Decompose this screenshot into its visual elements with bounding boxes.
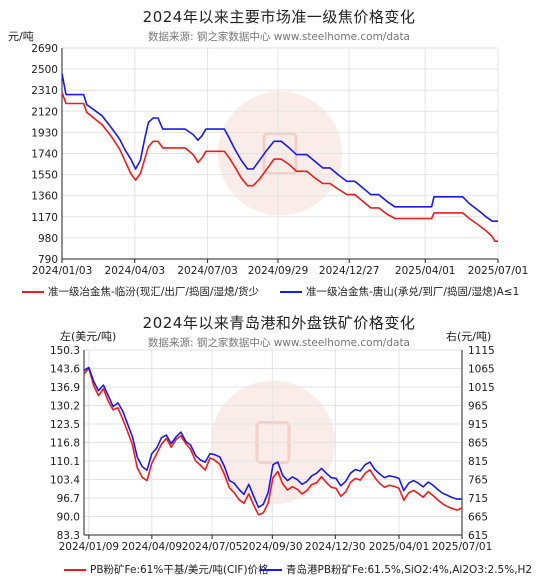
chart-ore-title: 2024年以来青岛港和外盘铁矿价格变化: [142, 314, 416, 332]
x-tick-label: 2025/04/01: [369, 541, 430, 553]
series-line-2: [83, 366, 462, 509]
y-tick-label: 2310: [31, 85, 58, 97]
chart-coke-plot: 790 980 1170 1360 1550 1740 1930 2120 2310 2500 26…: [31, 43, 529, 277]
y-tick-label: 90.0: [57, 512, 80, 524]
legend-swatch-blue: [260, 569, 282, 571]
y-tick-label: 1065: [468, 364, 495, 376]
chart-coke-legend-1: 准一级冶金焦-临汾(现汇/出厂/捣固/湿熄/货少: [22, 284, 259, 299]
x-tick-label: 2025/07/01: [432, 541, 493, 553]
y-tick-label: 2690: [31, 43, 58, 55]
x-tick-label: 2024/04/09: [122, 541, 183, 553]
x-tick-label: 2024/07/03: [177, 265, 238, 277]
x-tick-label: 2024/01/09: [59, 541, 120, 553]
y-tick-label: 2120: [31, 106, 58, 118]
legend-label-linfen: 准一级冶金焦-临汾(现汇/出厂/捣固/湿熄/货少: [48, 286, 260, 298]
x-tick-label: 2024/04/03: [105, 265, 166, 277]
chart-coke-source: 数据来源: 钢之家数据中心 www.steelhome.com/data: [148, 31, 410, 43]
legend-swatch-red: [64, 569, 86, 571]
legend-label-qingdao-pb: 青岛港PB粉矿Fe:61.5%,SiO2:4%,Al2O3:2.5%,H2: [286, 564, 533, 576]
y-tick-label: 116.8: [50, 438, 80, 450]
chart-coke-legend-2: 准一级冶金焦-唐山(承兑/到厂/捣固/湿熄)A≤1: [280, 284, 519, 299]
y-tick-label: 130.2: [50, 401, 80, 413]
x-tick-label: 2025/07/01: [468, 265, 529, 277]
y-tick-label: 123.5: [50, 419, 80, 431]
chart-ore-source: 数据来源: 钢之家数据中心 www.steelhome.com/data: [148, 337, 410, 349]
chart-coke-title: 2024年以来主要市场准一级焦价格变化: [142, 8, 416, 26]
y-tick-label: 815: [468, 456, 488, 468]
y-tick-label: 915: [468, 419, 488, 431]
y-tick-label: 83.3: [57, 530, 80, 542]
x-tick-label: 2024/09/30: [242, 541, 303, 553]
x-tick-label: 2025/04/01: [395, 265, 456, 277]
y-tick-label: 1115: [468, 345, 495, 357]
chart-ore-y-unit-left: 左(美元/吨): [60, 330, 117, 343]
y-tick-label: 1170: [31, 212, 58, 224]
y-tick-label: 1360: [31, 191, 58, 203]
series-line-1: [83, 367, 463, 516]
legend-swatch-red: [22, 291, 44, 293]
y-tick-label: 1015: [468, 382, 495, 394]
y-tick-label: 790: [38, 254, 58, 266]
y-tick-label: 980: [38, 233, 58, 245]
legend-swatch-blue: [280, 291, 302, 293]
y-tick-label: 715: [468, 493, 488, 505]
x-tick-label: 2024/07/05: [182, 541, 243, 553]
series-line-1: [61, 92, 498, 242]
chart-ore-y-unit-right: 右(元/吨): [446, 330, 492, 343]
y-tick-label: 2500: [31, 64, 58, 76]
y-tick-label: 110.1: [50, 456, 80, 468]
series-line-2: [61, 73, 498, 222]
x-tick-label: 2024/01/03: [32, 265, 93, 277]
y-tick-label: 143.6: [50, 364, 80, 376]
x-tick-label: 2024/12/27: [319, 265, 380, 277]
y-tick-label: 665: [468, 512, 488, 524]
legend-label-tangshan: 准一级冶金焦-唐山(承兑/到厂/捣固/湿熄)A≤1: [306, 286, 520, 298]
chart-coke-y-unit: 元/吨: [8, 30, 34, 43]
y-tick-label: 615: [468, 530, 488, 542]
y-tick-label: 865: [468, 438, 488, 450]
x-tick-label: 2024/09/29: [248, 265, 309, 277]
y-tick-label: 965: [468, 401, 488, 413]
y-tick-label: 96.7: [57, 493, 80, 505]
chart-coke-panel: 2024年以来主要市场准一级焦价格变化 数据来源: 钢之家数据中心 www.st…: [8, 8, 529, 299]
y-tick-label: 1550: [31, 170, 58, 182]
chart-ore-legend-1: PB粉矿Fe:61%干基/美元/吨(CIF)价格: [64, 562, 269, 577]
chart-ore-legend-2: 青岛港PB粉矿Fe:61.5%,SiO2:4%,Al2O3:2.5%,H2: [260, 562, 532, 577]
legend-label-pb-cif: PB粉矿Fe:61%干基/美元/吨(CIF)价格: [90, 564, 269, 576]
y-tick-label: 1740: [31, 149, 58, 161]
y-tick-label: 765: [468, 475, 488, 487]
y-tick-label: 1930: [31, 127, 58, 139]
y-tick-label: 150.3: [50, 345, 80, 357]
y-tick-label: 136.9: [50, 382, 80, 394]
y-tick-label: 103.4: [50, 475, 80, 487]
x-tick-label: 2024/12/30: [305, 541, 366, 553]
